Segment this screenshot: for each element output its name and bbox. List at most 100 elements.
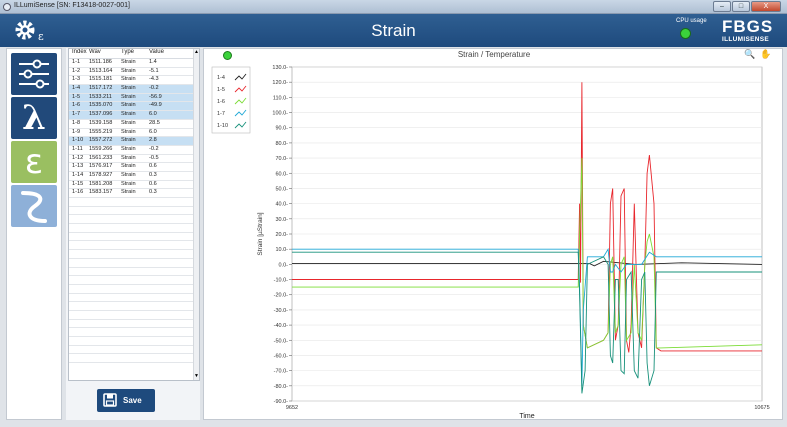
cell-type: Strain xyxy=(121,67,136,74)
cell-wav: 1513.164 xyxy=(89,67,113,74)
sidebar-item-shape[interactable] xyxy=(11,185,57,227)
legend-label: 1-5 xyxy=(217,87,225,93)
y-tick-label: 60.0- xyxy=(275,171,288,177)
table-row-empty xyxy=(69,259,199,268)
y-tick-label: 40.0- xyxy=(275,202,288,208)
cell-index: 1-15 xyxy=(72,180,84,187)
table-row[interactable]: 1-8 1539.158 Strain 28.5 xyxy=(69,120,199,129)
cell-value: -49.9 xyxy=(149,102,162,109)
y-tick-label: 120.0- xyxy=(272,80,288,86)
table-row-empty xyxy=(69,311,199,320)
strain-chart[interactable]: 130.0- 120.0- 110.0- 100.0- 90.0- 80.0- 70.0- 6… xyxy=(204,61,782,419)
sliders-icon xyxy=(19,59,49,89)
cell-type: Strain xyxy=(121,180,136,187)
cell-type: Strain xyxy=(121,145,136,152)
y-tick-label: -40.0- xyxy=(274,323,289,329)
cell-value: 0.3 xyxy=(149,189,157,196)
table-row[interactable]: 1-11 1559.266 Strain -0.2 xyxy=(69,146,199,155)
table-row[interactable]: 1-4 1517.172 Strain -0.2 xyxy=(69,85,199,94)
save-button-label: Save xyxy=(123,396,142,405)
col-index-header[interactable]: Index xyxy=(72,49,87,55)
scroll-up-icon[interactable]: ▲ xyxy=(194,49,199,55)
cell-value: 6.0 xyxy=(149,128,157,135)
col-value-header[interactable]: Value xyxy=(149,49,164,55)
table-header: Index Wav Type Value xyxy=(69,49,199,59)
cell-value: 0.6 xyxy=(149,163,157,170)
cell-value: -0.2 xyxy=(149,85,159,92)
table-row[interactable]: 1-7 1537.096 Strain 6.0 xyxy=(69,111,199,120)
table-row[interactable]: 1-1 1511.186 Strain 1.4 xyxy=(69,59,199,68)
table-row-empty xyxy=(69,268,199,277)
cell-wav: 1561.233 xyxy=(89,154,113,161)
table-row[interactable]: 1-9 1555.219 Strain 6.0 xyxy=(69,129,199,138)
legend xyxy=(211,66,251,134)
cell-wav: 1537.096 xyxy=(89,111,113,118)
y-tick-label: 110.0- xyxy=(273,95,288,101)
y-tick-label: -50.0- xyxy=(274,338,289,344)
cell-type: Strain xyxy=(121,189,136,196)
legend-swatch xyxy=(234,73,247,81)
y-tick-label: 0.0- xyxy=(279,262,289,268)
table-row[interactable]: 1-6 1535.070 Strain -49.9 xyxy=(69,102,199,112)
legend-label: 1-4 xyxy=(217,75,225,81)
x-tick-label: 9652 xyxy=(286,405,298,411)
cell-value: 2.8 xyxy=(149,137,157,144)
zoom-icon[interactable]: 🔍 xyxy=(744,49,756,59)
legend-swatch xyxy=(234,85,247,93)
gear-epsilon-icon[interactable]: ε xyxy=(14,18,54,44)
cell-index: 1-11 xyxy=(72,145,83,152)
table-row[interactable]: 1-3 1515.181 Strain -4.3 xyxy=(69,76,199,86)
table-row[interactable]: 1-10 1557.272 Strain 2.8 xyxy=(69,137,199,146)
table-row-empty xyxy=(69,207,199,216)
cell-index: 1-6 xyxy=(72,102,81,109)
table-row-empty xyxy=(69,354,199,364)
cell-value: -4.3 xyxy=(149,76,159,83)
sidebar-item-wavelength[interactable]: λ xyxy=(11,97,57,139)
cell-index: 1-8 xyxy=(72,119,81,126)
chart-title: Strain / Temperature xyxy=(457,50,531,59)
table-row-empty xyxy=(69,285,199,294)
cell-wav: 1533.211 xyxy=(89,93,112,100)
sidebar-item-strain[interactable]: ε xyxy=(11,141,57,183)
col-type-header[interactable]: Type xyxy=(121,49,135,55)
table-row[interactable]: 1-2 1513.164 Strain -5.1 xyxy=(69,68,199,77)
table-row[interactable]: 1-15 1581.208 Strain 0.6 xyxy=(69,181,199,190)
cell-index: 1-3 xyxy=(72,76,81,83)
table-row[interactable]: 1-5 1533.211 Strain -56.9 xyxy=(69,93,199,103)
table-row[interactable]: 1-12 1561.233 Strain -0.5 xyxy=(69,155,199,164)
table-row[interactable]: 1-13 1576.917 Strain 0.6 xyxy=(69,163,199,172)
x-tick-label: 10675 xyxy=(754,405,769,411)
cell-value: -0.2 xyxy=(149,145,159,152)
chart-panel: Strain / Temperature 🔍 ✋ 130.0- 120.0- 110… xyxy=(203,48,783,420)
table-row-empty xyxy=(69,294,199,303)
close-button[interactable]: X xyxy=(751,1,781,12)
cell-type: Strain xyxy=(121,154,136,161)
save-button[interactable]: Save xyxy=(97,389,155,412)
minimize-button[interactable]: – xyxy=(713,1,731,12)
y-tick-label: -80.0- xyxy=(274,384,289,390)
y-tick-label: 20.0- xyxy=(275,232,288,238)
scroll-down-icon[interactable]: ▼ xyxy=(194,373,199,379)
cell-wav: 1583.157 xyxy=(89,189,113,196)
series-line-1-10 xyxy=(292,251,762,394)
table-row[interactable]: 1-16 1583.157 Strain 0.3 xyxy=(69,189,199,198)
x-axis-label: Time xyxy=(519,413,534,419)
table-row[interactable]: 1-14 1578.927 Strain 0.3 xyxy=(69,172,199,181)
pan-hand-icon[interactable]: ✋ xyxy=(760,49,772,59)
table-row-empty xyxy=(69,233,199,242)
table-scrollbar[interactable]: ▲ ▼ xyxy=(193,49,199,380)
maximize-button[interactable]: □ xyxy=(732,1,750,12)
cpu-usage-indicator xyxy=(680,28,691,39)
legend-label: 1-7 xyxy=(217,111,225,117)
cell-wav: 1578.927 xyxy=(89,171,113,178)
sidebar-item-settings[interactable] xyxy=(11,53,57,95)
series-line-1-6 xyxy=(292,158,763,349)
svg-text:ε: ε xyxy=(38,30,44,43)
cell-index: 1-9 xyxy=(72,128,81,135)
cell-type: Strain xyxy=(121,171,136,178)
legend-swatch xyxy=(234,109,247,117)
logo-subtext: ILLUMISENSE xyxy=(722,36,769,43)
col-wav-header[interactable]: Wav xyxy=(89,49,101,55)
cell-wav: 1576.917 xyxy=(89,163,113,170)
cell-index: 1-13 xyxy=(72,163,84,170)
